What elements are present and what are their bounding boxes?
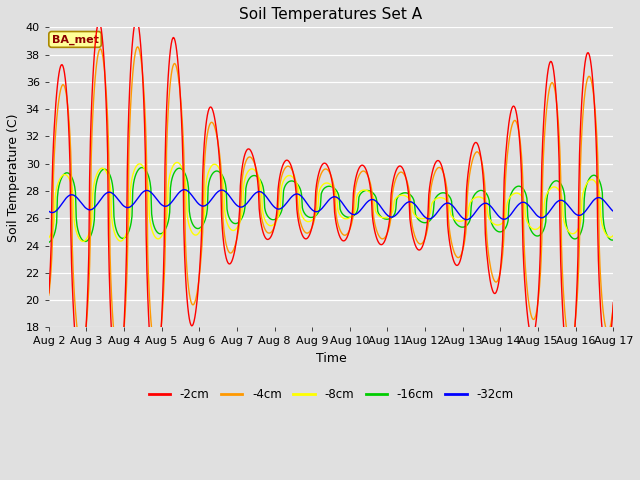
- Title: Soil Temperatures Set A: Soil Temperatures Set A: [239, 7, 422, 22]
- Text: BA_met: BA_met: [52, 34, 99, 45]
- Legend: -2cm, -4cm, -8cm, -16cm, -32cm: -2cm, -4cm, -8cm, -16cm, -32cm: [144, 383, 518, 406]
- Y-axis label: Soil Temperature (C): Soil Temperature (C): [7, 113, 20, 241]
- X-axis label: Time: Time: [316, 352, 346, 365]
